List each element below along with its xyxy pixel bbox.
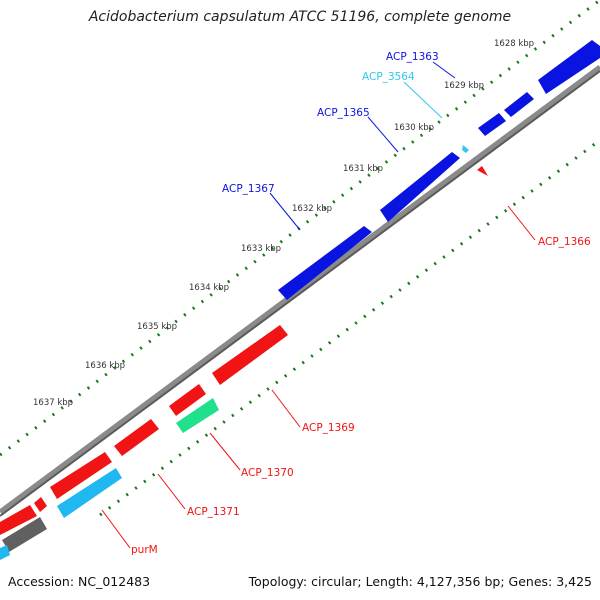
gene-label: ACP_1366 xyxy=(538,236,591,248)
gene-arrow[interactable] xyxy=(57,468,122,518)
gene-label: ACP_1365 xyxy=(317,107,370,119)
reverse-genes xyxy=(0,166,488,560)
gene-arrow[interactable] xyxy=(462,145,469,153)
kbp-label: 1630 kbp xyxy=(394,123,434,133)
gene-arrow[interactable] xyxy=(114,419,159,456)
kbp-label: 1634 kbp xyxy=(189,283,229,293)
kbp-label: 1631 kbp xyxy=(343,164,383,174)
gene-arrow[interactable] xyxy=(212,325,288,385)
genome-summary-text: Topology: circular; Length: 4,127,356 bp… xyxy=(248,574,592,589)
kbp-labels: 1628 kbp 1629 kbp 1630 kbp 1631 kbp 1632… xyxy=(33,39,534,408)
gene-arrow[interactable] xyxy=(0,545,10,560)
gene-label: ACP_1369 xyxy=(302,422,355,434)
gene-label: ACP_1367 xyxy=(222,183,275,195)
label-leaders xyxy=(101,61,536,549)
gene-arrow[interactable] xyxy=(2,517,47,552)
gene-arrow[interactable] xyxy=(169,384,206,416)
kbp-label: 1636 kbp xyxy=(85,361,125,371)
gene-label: ACP_1370 xyxy=(241,467,294,479)
accession-text: Accession: NC_012483 xyxy=(8,574,151,589)
gene-arrow[interactable] xyxy=(34,497,47,512)
genome-backbone-shadow xyxy=(0,70,600,517)
kbp-label: 1635 kbp xyxy=(137,322,177,332)
map-title: Acidobacterium capsulatum ATCC 51196, co… xyxy=(88,9,512,25)
gene-arrow[interactable] xyxy=(176,398,219,433)
outer-tick-ring xyxy=(0,0,600,457)
gene-labels: ACP_1363 ACP_3564 ACP_1365 ACP_1367 ACP_… xyxy=(131,51,591,556)
kbp-label: 1633 kbp xyxy=(241,244,281,254)
kbp-label: 1628 kbp xyxy=(494,39,534,49)
gene-label: ACP_3564 xyxy=(362,71,415,83)
gene-label: purM xyxy=(131,544,158,556)
gene-arrow[interactable] xyxy=(538,40,600,94)
gene-arrow[interactable] xyxy=(504,92,534,117)
gene-arrow[interactable] xyxy=(50,452,112,499)
gene-arrow[interactable] xyxy=(478,113,506,136)
gene-arrow[interactable] xyxy=(0,505,37,535)
gene-arrow[interactable] xyxy=(477,166,488,176)
forward-genes xyxy=(278,40,600,300)
gene-label: ACP_1363 xyxy=(386,51,439,63)
gene-arrow[interactable] xyxy=(278,226,372,300)
gene-arrow[interactable] xyxy=(380,152,460,222)
gene-label: ACP_1371 xyxy=(187,506,240,518)
kbp-label: 1637 kbp xyxy=(33,398,73,408)
kbp-label: 1632 kbp xyxy=(292,204,332,214)
kbp-label: 1629 kbp xyxy=(444,81,484,91)
